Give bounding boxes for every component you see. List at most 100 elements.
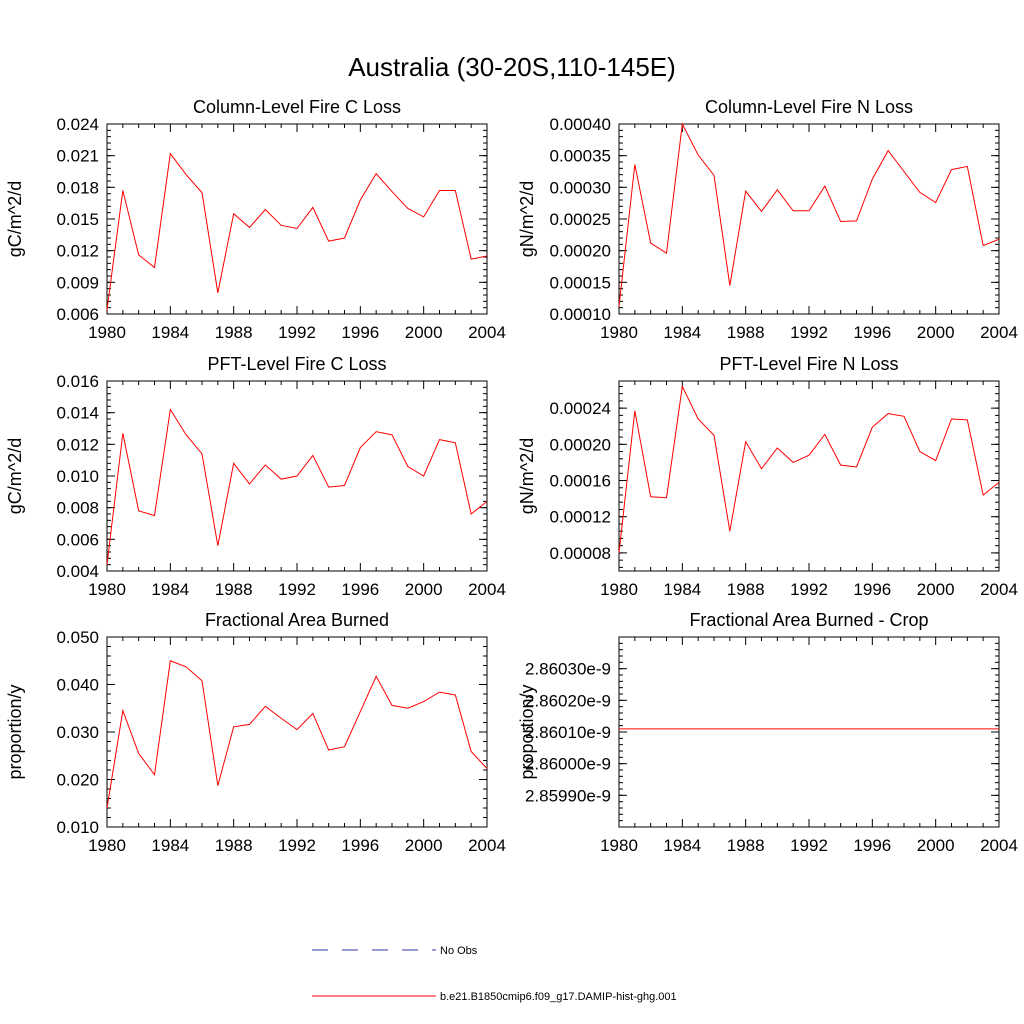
y-tick-label: 0.012 — [56, 435, 99, 454]
series-line — [106, 152, 488, 310]
page-title: Australia (30-20S,110-145E) — [348, 52, 676, 82]
x-tick-label: 1988 — [727, 836, 765, 855]
x-tick-label: 1996 — [341, 580, 379, 599]
x-tick-label: 2000 — [917, 836, 955, 855]
x-tick-label: 1980 — [88, 323, 126, 342]
y-tick-label: 0.024 — [56, 115, 99, 134]
y-tick-label: 0.006 — [56, 530, 99, 549]
x-tick-label: 1984 — [151, 580, 189, 599]
y-tick-label: 0.00024 — [550, 399, 611, 418]
x-tick-label: 2004 — [468, 836, 506, 855]
panel-title: Column-Level Fire C Loss — [193, 97, 401, 117]
plot-frame — [106, 636, 488, 828]
y-tick-label: 2.86020e-9 — [525, 691, 611, 710]
panel-title: Fractional Area Burned — [205, 610, 389, 630]
y-tick-label: 0.00008 — [550, 544, 611, 563]
y-tick-label: 2.86000e-9 — [525, 755, 611, 774]
x-tick-label: 2004 — [980, 580, 1018, 599]
y-tick-label: 0.00035 — [550, 147, 611, 166]
y-tick-label: 0.050 — [56, 628, 99, 647]
chart-panel-3: PFT-Level Fire C Loss gC/m^2/d 1980 1984 198… — [5, 354, 506, 599]
x-tick-label: 1996 — [341, 836, 379, 855]
y-tick-label: 0.00030 — [550, 178, 611, 197]
chart-panel-1: Column-Level Fire C Loss gC/m^2/d 1980 1984… — [5, 97, 506, 342]
y-tick-label: 2.86030e-9 — [525, 660, 611, 679]
y-tick-label: 0.00016 — [550, 472, 611, 491]
x-tick-label: 2000 — [405, 580, 443, 599]
y-tick-label: 0.00020 — [550, 242, 611, 261]
chart-panel-6: Fractional Area Burned - Crop proportion/… — [517, 610, 1018, 855]
legend: No Obs b.e21.B1850cmip6.f09_g17.DAMIP-hi… — [312, 945, 677, 1003]
x-tick-label: 1984 — [151, 836, 189, 855]
x-tick-label: 1992 — [790, 580, 828, 599]
chart-panel-5: Fractional Area Burned proportion/y 1980 19… — [5, 610, 506, 855]
series-line — [106, 408, 488, 565]
chart-panel-4: PFT-Level Fire N Loss gN/m^2/d 1980 1984 198… — [517, 354, 1018, 599]
y-tick-label: 0.00010 — [550, 305, 611, 324]
y-tick-label: 0.014 — [56, 404, 99, 423]
x-tick-label: 1992 — [278, 580, 316, 599]
x-tick-label: 1988 — [215, 580, 253, 599]
x-tick-label: 2000 — [917, 323, 955, 342]
x-tick-label: 2000 — [917, 580, 955, 599]
x-tick-label: 1988 — [727, 580, 765, 599]
x-tick-label: 1988 — [215, 323, 253, 342]
series-line — [618, 384, 1000, 553]
y-tick-label: 0.040 — [56, 676, 99, 695]
y-tick-label: 0.00020 — [550, 435, 611, 454]
plot-frame — [618, 636, 1000, 828]
y-axis-label: gN/m^2/d — [517, 181, 537, 257]
panel-title: Fractional Area Burned - Crop — [689, 610, 928, 630]
y-tick-label: 0.00025 — [550, 210, 611, 229]
plot-frame — [618, 380, 1000, 572]
y-tick-label: 0.010 — [56, 818, 99, 837]
x-tick-label: 1996 — [853, 836, 891, 855]
y-axis-label: gC/m^2/d — [5, 181, 25, 257]
x-tick-label: 1992 — [790, 323, 828, 342]
x-tick-label: 1992 — [790, 836, 828, 855]
x-tick-label: 1980 — [600, 836, 638, 855]
x-tick-label: 1980 — [88, 836, 126, 855]
x-tick-label: 1984 — [663, 323, 701, 342]
y-tick-label: 2.86010e-9 — [525, 723, 611, 742]
y-tick-label: 0.006 — [56, 305, 99, 324]
y-axis-label: gC/m^2/d — [5, 438, 25, 514]
y-axis-label: proportion/y — [5, 684, 25, 779]
x-tick-label: 2004 — [468, 323, 506, 342]
y-tick-label: 0.00040 — [550, 115, 611, 134]
x-tick-label: 1984 — [151, 323, 189, 342]
y-axis-label: gN/m^2/d — [517, 438, 537, 514]
panel-title: PFT-Level Fire C Loss — [207, 354, 386, 374]
x-tick-label: 2004 — [980, 836, 1018, 855]
y-tick-label: 0.008 — [56, 499, 99, 518]
y-tick-label: 0.021 — [56, 147, 99, 166]
y-tick-label: 0.00015 — [550, 273, 611, 292]
x-tick-label: 1996 — [341, 323, 379, 342]
y-tick-label: 0.012 — [56, 242, 99, 261]
y-tick-label: 0.016 — [56, 372, 99, 391]
panel-title: Column-Level Fire N Loss — [705, 97, 913, 117]
x-tick-label: 2000 — [405, 323, 443, 342]
x-tick-label: 1984 — [663, 836, 701, 855]
y-tick-label: 0.020 — [56, 771, 99, 790]
y-tick-label: 0.010 — [56, 467, 99, 486]
x-tick-label: 1996 — [853, 580, 891, 599]
y-tick-label: 0.00012 — [550, 508, 611, 527]
plot-frame — [618, 123, 1000, 315]
legend-label-model: b.e21.B1850cmip6.f09_g17.DAMIP-hist-ghg.… — [440, 991, 677, 1003]
x-tick-label: 1992 — [278, 836, 316, 855]
y-tick-label: 0.015 — [56, 210, 99, 229]
x-tick-label: 2004 — [980, 323, 1018, 342]
legend-label-no-obs: No Obs — [440, 945, 478, 957]
y-tick-label: 0.009 — [56, 273, 99, 292]
chart-panel-2: Column-Level Fire N Loss gN/m^2/d 1980 1984… — [517, 97, 1018, 342]
y-axis-label: proportion/y — [517, 684, 537, 779]
x-tick-label: 1980 — [600, 323, 638, 342]
x-tick-label: 1980 — [88, 580, 126, 599]
panels: Column-Level Fire C Loss gC/m^2/d 1980 1984… — [5, 97, 1018, 855]
x-tick-label: 2004 — [468, 580, 506, 599]
y-tick-label: 0.004 — [56, 562, 99, 581]
y-tick-label: 0.018 — [56, 178, 99, 197]
x-tick-label: 1980 — [600, 580, 638, 599]
